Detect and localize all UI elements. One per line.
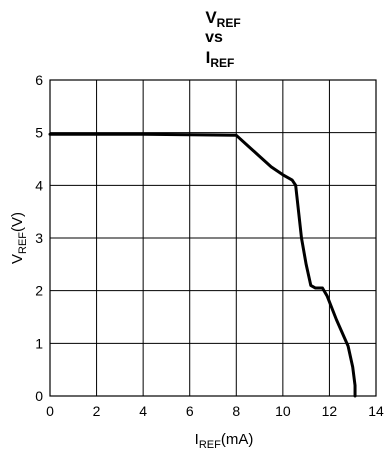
y-tick-labels: 0 1 2 3 4 5 6 [35,72,43,404]
y-tick-label: 6 [35,72,43,88]
x-tick-label: 2 [93,403,101,419]
chart-title-line3: IREF [206,48,235,70]
y-tick-label: 4 [35,177,43,193]
x-tick-labels: 0 2 4 6 8 10 12 14 [46,403,384,419]
x-tick-label: 12 [322,403,338,419]
x-tick-label: 10 [275,403,291,419]
grid-lines [50,80,376,396]
x-tick-label: 6 [186,403,194,419]
x-tick-label: 8 [232,403,240,419]
x-tick-label: 4 [139,403,147,419]
chart-title-line2: vs [205,29,223,46]
y-axis-label: VREF(V) [9,212,29,264]
y-tick-label: 0 [35,388,43,404]
plot-area-border [49,79,377,397]
chart-title-line1: VREF [205,8,240,30]
x-tick-label: 14 [368,403,384,419]
y-tick-label: 2 [35,283,43,299]
vref-curve [48,132,357,398]
x-axis-label: IREF(mA) [195,431,254,450]
y-tick-label: 3 [35,230,43,246]
y-tick-label: 1 [35,335,43,351]
plot-frame [49,79,377,397]
data-series [48,132,357,398]
x-tick-label: 0 [46,403,54,419]
y-tick-label: 5 [35,125,43,141]
